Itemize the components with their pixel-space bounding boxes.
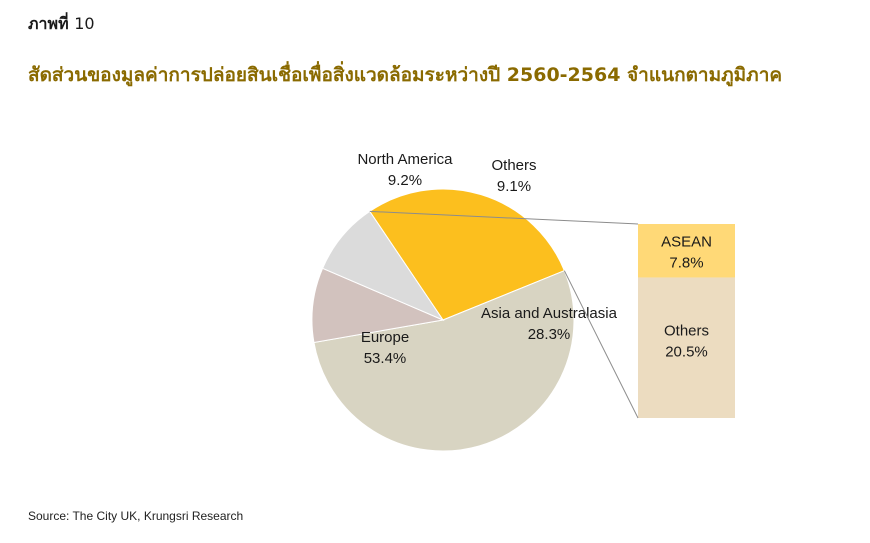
figure-label-text: ภาพที่ (28, 14, 69, 33)
breakdown-label-others: Others (664, 323, 709, 340)
slice-label-north-america: North America (357, 151, 453, 168)
pie-slice-asia-and-australasia (369, 188, 566, 321)
breakdown-value-others: 20.5% (665, 344, 708, 361)
pie-slice-europe (313, 270, 575, 452)
slice-value-others: 9.1% (497, 178, 531, 195)
breakdown-bar-others (638, 277, 735, 418)
slice-value-north-america: 9.2% (388, 172, 422, 189)
breakdown-bar-asean (638, 224, 735, 278)
connector-line-top (369, 210, 639, 225)
breakdown-value-asean: 7.8% (669, 255, 703, 272)
source-note: Source: The City UK, Krungsri Research (28, 509, 244, 523)
slice-value-europe: 53.4% (364, 350, 407, 367)
slice-value-asia-and-australasia: 28.3% (528, 326, 571, 343)
figure-label: ภาพที่ 10 (28, 12, 95, 37)
pie-chart: Asia and Australasia 28.3% Europe 53.4% Nort… (311, 151, 735, 452)
pie-slice-others (321, 210, 445, 322)
figure-number: 10 (74, 14, 95, 33)
connector-line-bottom (563, 270, 639, 419)
slice-label-asia-and-australasia: Asia and Australasia (481, 305, 618, 322)
slice-label-others: Others (491, 157, 536, 174)
breakdown-label-asean: ASEAN (661, 234, 712, 251)
chart-title: สัดส่วนของมูลค่าการปล่อยสินเชื่อเพื่อสิ่… (28, 64, 783, 86)
slice-label-europe: Europe (361, 329, 409, 346)
